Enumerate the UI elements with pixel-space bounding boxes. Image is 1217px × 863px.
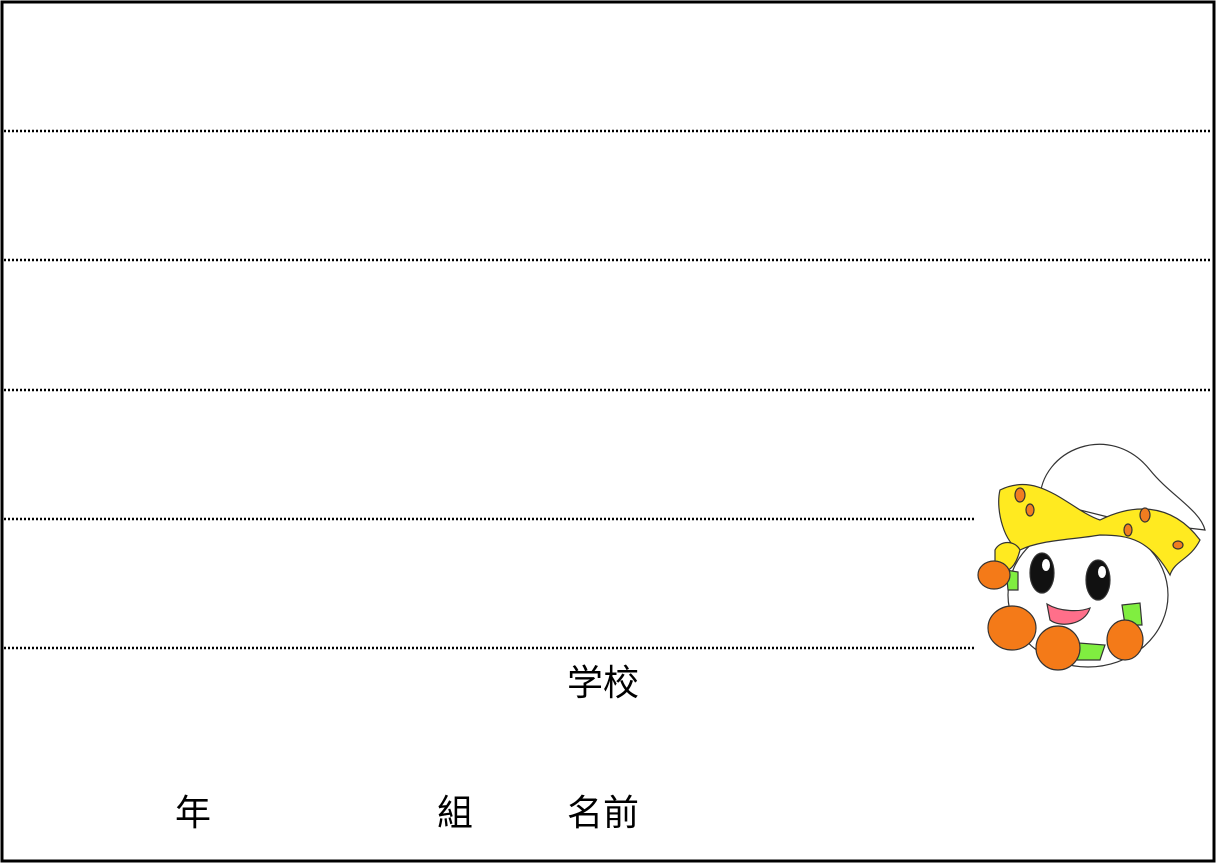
form-sheet: 学校 年 組 名前 [0, 0, 1217, 863]
school-label: 学校 [567, 663, 639, 704]
name-label: 名前 [567, 793, 639, 834]
class-label: 組 [437, 793, 473, 834]
mascot [976, 436, 1212, 676]
grade-label: 年 [175, 793, 211, 834]
